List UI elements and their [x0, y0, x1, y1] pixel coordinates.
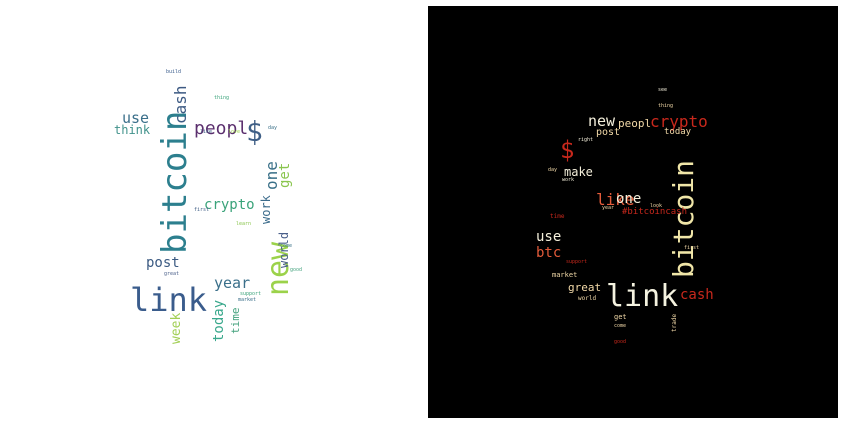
word-cash: cash — [680, 287, 714, 303]
word-one: one — [616, 191, 642, 207]
word-cash: cash — [171, 85, 190, 124]
word-dollar: $ — [560, 136, 575, 164]
word-think: think — [114, 123, 151, 137]
word-first: first — [684, 245, 700, 251]
word-link: link — [130, 281, 208, 319]
word-right: right — [578, 137, 594, 143]
word-post: post — [146, 255, 180, 271]
word-like: like — [200, 129, 213, 135]
word-crypto: crypto — [204, 197, 255, 213]
word-get: get — [614, 313, 627, 321]
word-support: support — [566, 259, 588, 265]
word-use: use — [122, 109, 150, 127]
word-today: today — [211, 299, 227, 342]
word-year: year — [602, 205, 615, 211]
word-great: great — [568, 281, 602, 294]
word-cloud-right: bitcoin link crypto new peopl post today… — [428, 6, 838, 418]
word-new: new — [588, 112, 616, 130]
word-work: work — [259, 195, 273, 224]
word-week: week — [169, 312, 184, 344]
word-day: day — [268, 125, 278, 131]
word-love: love — [228, 129, 241, 135]
word-first: first — [194, 207, 210, 213]
word-work: work — [562, 177, 575, 183]
word-today: today — [664, 127, 692, 137]
word-come: come — [614, 323, 627, 329]
word-link: link — [606, 279, 679, 314]
word-great: great — [164, 271, 180, 277]
word-build: build — [166, 69, 182, 75]
word-peopl: peopl — [194, 118, 249, 139]
word-day: day — [548, 167, 558, 173]
word-post: post — [596, 127, 621, 138]
word-good: good — [614, 339, 627, 345]
word-market: market — [238, 297, 257, 303]
word-cloud-left: bitcoin link new $ cash use think peopl … — [8, 6, 420, 418]
word-bitcoin: bitcoin — [155, 110, 195, 254]
word-make: make — [564, 165, 593, 179]
word-get: get — [277, 162, 293, 188]
word-market: market — [552, 271, 578, 279]
word-year: year — [214, 274, 251, 292]
word-come: come — [280, 243, 293, 249]
word-time: time — [229, 307, 242, 335]
word-good: good — [290, 267, 303, 273]
word-trade: trade — [671, 313, 678, 332]
word-look: look — [650, 203, 663, 209]
word-btc: btc — [536, 245, 562, 261]
word-peopl: peopl — [618, 117, 652, 130]
word-learn: learn — [236, 221, 252, 227]
word-world: world — [277, 231, 291, 268]
word-bitcoin: bitcoin — [667, 159, 700, 278]
word-world: world — [578, 295, 597, 302]
word-like: like — [596, 190, 635, 209]
word-support: support — [240, 291, 262, 297]
word-see: see — [658, 87, 668, 93]
word-time: time — [550, 213, 565, 220]
word-thing: thing — [214, 95, 230, 101]
word-bitcoincash: #bitcoincash — [622, 207, 688, 217]
word-dollar: $ — [246, 115, 263, 148]
word-use: use — [536, 229, 562, 245]
word-thing: thing — [658, 103, 674, 109]
word-crypto: crypto — [650, 112, 708, 131]
